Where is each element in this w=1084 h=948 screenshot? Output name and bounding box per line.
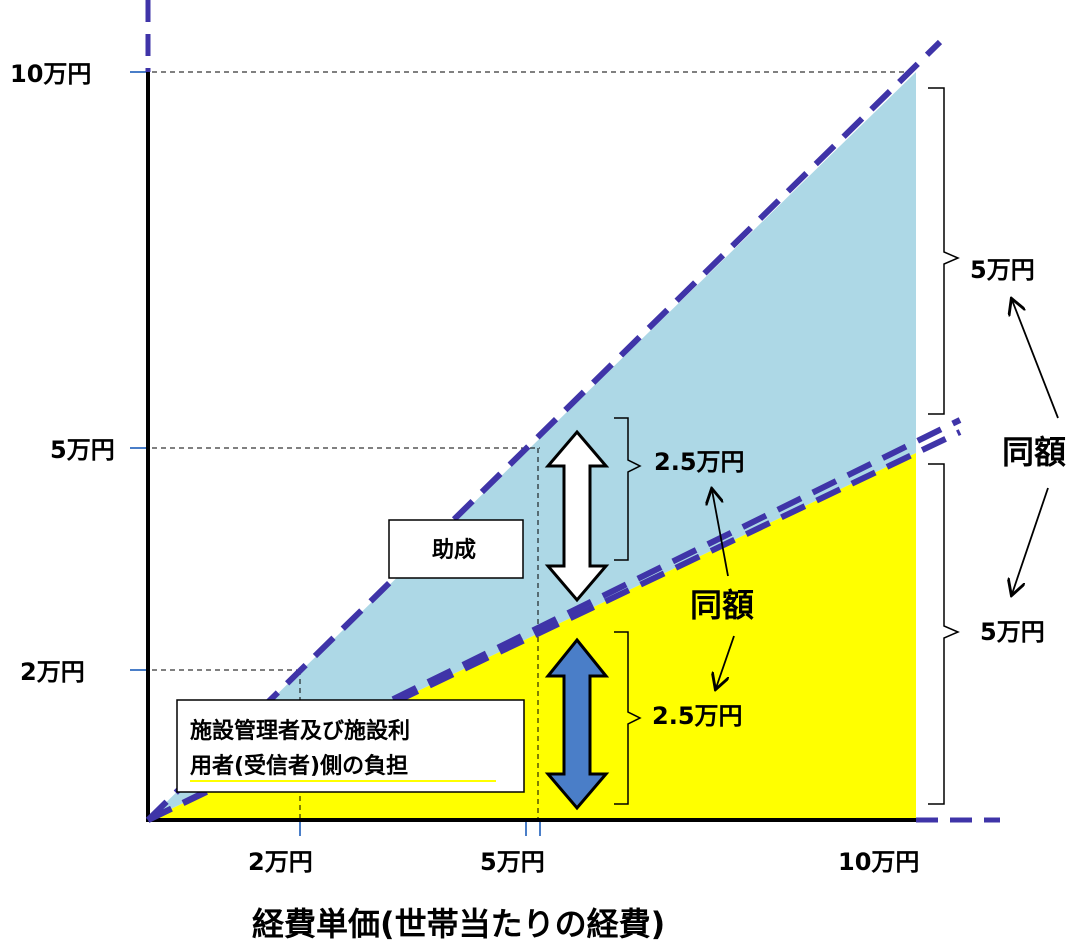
y-label-2man: 2万円 [20, 658, 85, 686]
upper-subsidy-area [148, 72, 916, 820]
half-cost-diagonal-2 [146, 429, 962, 823]
burden-label-line1: 施設管理者及び施設利 [190, 718, 410, 744]
right-upper-brace [928, 87, 960, 415]
mid-upper-amount: 2.5万円 [654, 448, 745, 476]
x-axis-title: 経費単価(世帯当たりの経費) [252, 905, 665, 943]
mid-lower-amount: 2.5万円 [652, 702, 743, 730]
mid-upper-brace [614, 417, 642, 561]
subsidy-label-box [388, 519, 524, 579]
subsidy-double-arrow [544, 429, 610, 603]
mid-equal-label: 同額 [690, 586, 754, 624]
right-equal-arrow-down [1012, 487, 1049, 594]
half-cost-diagonal [146, 417, 962, 823]
x-label-5man: 5万円 [480, 848, 545, 876]
burden-double-arrow [544, 637, 610, 811]
right-lower-brace [928, 463, 960, 805]
right-equal-label: 同額 [1002, 433, 1066, 471]
burden-label-line2: 用者(受信者)側の負担 [190, 753, 408, 779]
total-cost-diagonal [145, 39, 943, 823]
x-label-10man: 10万円 [838, 848, 919, 876]
y-label-5man: 5万円 [50, 436, 115, 464]
right-lower-amount: 5万円 [980, 618, 1045, 646]
subsidy-label: 助成 [432, 538, 476, 563]
x-label-2man: 2万円 [248, 848, 313, 876]
right-upper-amount: 5万円 [970, 256, 1035, 284]
mid-lower-brace [614, 631, 642, 805]
right-equal-arrow-up [1012, 300, 1059, 419]
y-label-10man: 10万円 [10, 60, 91, 88]
mid-equal-arrow-down [716, 635, 735, 688]
mid-equal-arrow-up [712, 490, 729, 577]
burden-label-box [176, 699, 525, 793]
